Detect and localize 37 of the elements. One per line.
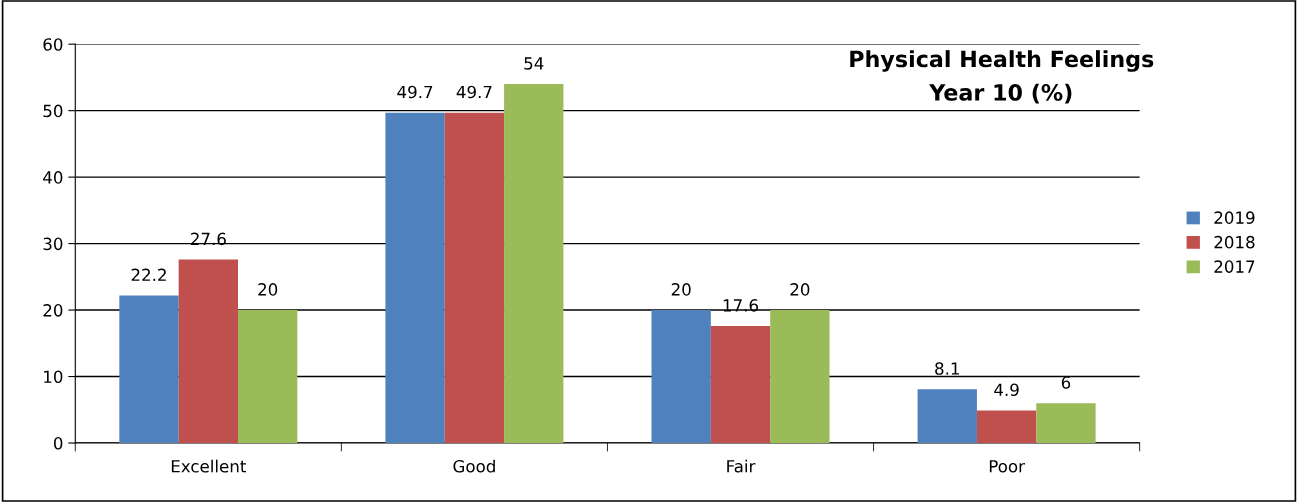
bar (1036, 403, 1096, 444)
data-label: 54 (524, 57, 544, 70)
y-tick-label: 0 (53, 436, 63, 450)
y-tick-label: 50 (43, 104, 63, 118)
data-label: 22.2 (131, 268, 166, 281)
bar (178, 259, 238, 444)
x-tick-label: Fair (727, 459, 756, 473)
data-label: 49.7 (397, 85, 433, 99)
bar (770, 310, 830, 444)
y-tick-label: 20 (43, 304, 63, 317)
x-tick-label: Excellent (171, 459, 246, 473)
bar (917, 389, 977, 444)
x-tick-label: Poor (989, 460, 1025, 473)
data-label: 8.1 (935, 362, 959, 375)
data-label: 20 (258, 283, 278, 296)
text: Physical Health Feelings Year 10 (%) (850, 50, 1154, 104)
y-tick-label: 40 (43, 171, 63, 184)
data-label: 49.7 (456, 85, 492, 99)
bar (238, 310, 298, 444)
y-tick-label: 30 (43, 237, 63, 251)
legend-label: 2018 (1214, 235, 1255, 249)
bar (976, 410, 1037, 444)
data-label: 4.9 (994, 383, 1019, 397)
data-label: 20 (790, 283, 810, 296)
bar (710, 326, 771, 444)
x-tick-label: Good (453, 459, 495, 473)
y-tick-label: 60 (43, 38, 63, 51)
bar (504, 84, 564, 444)
bar (444, 112, 505, 444)
data-label: 17.6 (723, 299, 759, 312)
bar (651, 310, 711, 444)
legend-label: 2017 (1214, 260, 1255, 273)
bar (385, 112, 445, 444)
bar (119, 295, 179, 444)
y-tick-label: 10 (44, 370, 63, 384)
data-label: 20 (671, 283, 691, 296)
legend-label: 2019 (1214, 211, 1255, 224)
